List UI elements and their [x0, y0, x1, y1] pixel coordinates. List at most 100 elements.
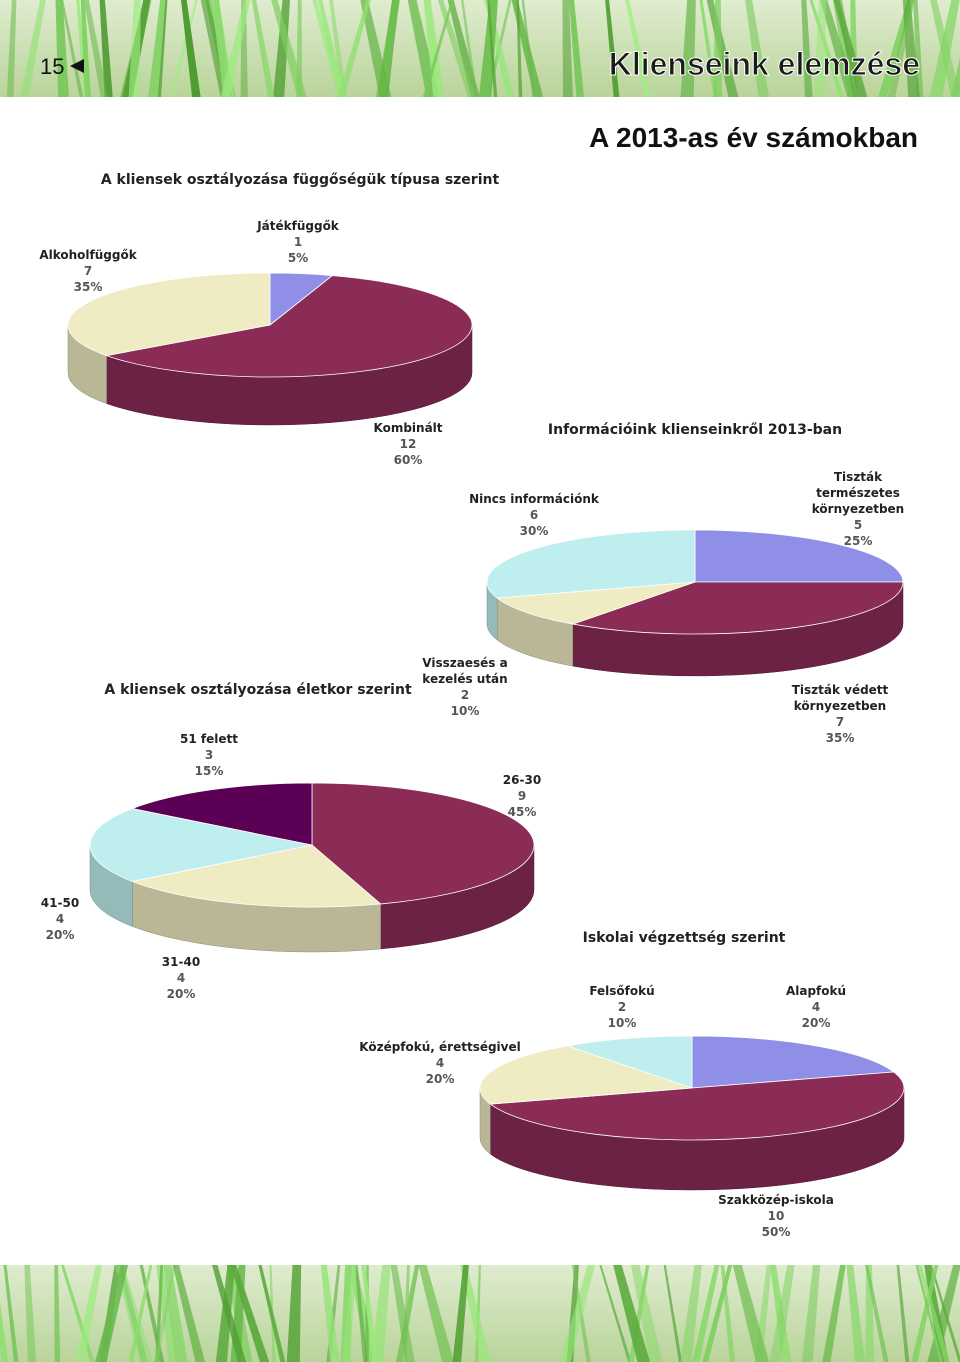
slice-count: 2 [617, 1000, 627, 1014]
grass-blade [487, 0, 498, 97]
slice-name: Felsőfokú [589, 984, 655, 998]
pie-slice [130, 782, 313, 846]
grass-blade [516, 0, 523, 97]
slice-count: 2 [460, 688, 470, 702]
grass-blade [915, 1265, 943, 1362]
slice-name: Tiszták védett környezetben [791, 683, 889, 713]
slice-label: Tiszták védett környezetben 7 35% [750, 682, 930, 746]
grass-blade [128, 0, 142, 97]
grass-blade [713, 0, 722, 97]
slice-label: 26-30 9 45% [492, 772, 552, 820]
grass-blade [911, 1265, 939, 1362]
slice-label: Nincs információnk 6 30% [459, 491, 609, 539]
grass-blade [342, 1265, 357, 1362]
grass-blade [80, 0, 91, 97]
slice-count: 4 [176, 971, 186, 985]
slice-label: Játékfüggők 1 5% [238, 218, 358, 266]
grass-blade [702, 1265, 733, 1362]
pie-walls [89, 844, 535, 953]
grass-blade [155, 1265, 164, 1362]
pie-slice [496, 581, 696, 625]
grass-blade [801, 1265, 821, 1362]
grass-blade [220, 0, 251, 97]
pie-walls [486, 581, 904, 677]
pies [67, 272, 905, 1191]
grass-blade [114, 1265, 154, 1362]
slice-label: Tiszták természetes környezetben 5 25% [793, 469, 923, 549]
grass-blade [569, 0, 584, 97]
slice-percent: 15% [194, 764, 224, 778]
grass-blade [461, 0, 478, 97]
grass-blade [460, 1265, 491, 1362]
slice-label: Középfokú, érettségivel 4 20% [350, 1039, 530, 1087]
grass-blade [148, 0, 168, 97]
pie-slice [694, 529, 904, 583]
slice-count: 5 [853, 518, 863, 532]
grass-blade [887, 0, 915, 97]
slice-percent: 30% [519, 524, 549, 538]
grass-blade [692, 1265, 720, 1362]
grass-blade [370, 1265, 391, 1362]
slice-name: Alapfokú [785, 984, 847, 998]
slice-count: 4 [435, 1056, 445, 1070]
grass-blade [286, 1265, 302, 1362]
grass-blade [329, 0, 347, 97]
slice-percent: 20% [166, 987, 196, 1001]
grass-blade [680, 1265, 702, 1362]
page-arrow [70, 59, 84, 73]
pie-slice [105, 275, 473, 378]
grass-blade [273, 0, 290, 97]
pie-slice [130, 844, 382, 908]
grass-blade [158, 0, 168, 97]
slice-name: Tiszták természetes környezetben [811, 470, 905, 516]
slice-name: Nincs információnk [469, 492, 599, 506]
grass-blade [930, 1265, 960, 1362]
grass-blade [418, 1265, 455, 1362]
chart-title: A kliensek osztályozása életkor szerint [104, 682, 412, 698]
grass-blade [801, 0, 813, 97]
grass-blade [55, 0, 69, 97]
slice-label: Alkoholfüggők 7 35% [28, 247, 148, 295]
pie-tops [89, 782, 535, 908]
pie-slice [479, 1045, 693, 1105]
slice-name: Középfokú, érettségivel [359, 1040, 521, 1054]
slice-count: 3 [204, 748, 214, 762]
slice-count: 10 [767, 1209, 785, 1223]
grass-blade [390, 1265, 415, 1362]
slice-count: 1 [293, 235, 303, 249]
pie-slice [567, 1035, 693, 1089]
pie-slice [67, 272, 271, 356]
grass-blade [75, 1265, 102, 1362]
slice-percent: 50% [761, 1225, 791, 1239]
slice-label: 51 felett 3 15% [169, 731, 249, 779]
grass-blade [820, 0, 858, 97]
grass-blade [930, 0, 960, 97]
slice-count: 7 [835, 715, 845, 729]
pie-tops [479, 1035, 905, 1141]
slice-percent: 60% [393, 453, 423, 467]
chart-title: A kliensek osztályozása függőségük típus… [100, 172, 500, 188]
grass-blade [60, 0, 84, 97]
grass-blade [230, 1265, 270, 1362]
slice-percent: 45% [507, 805, 537, 819]
grass-blade [181, 0, 201, 97]
grass-blade [6, 0, 17, 97]
grass-blade [732, 1265, 770, 1362]
slice-name: Alkoholfüggők [39, 248, 137, 262]
slice-name: 41-50 [40, 896, 80, 910]
grass-blade [837, 0, 860, 97]
pie-walls [67, 324, 473, 426]
grass-blade [212, 1265, 247, 1362]
grass-blade [864, 1265, 889, 1362]
grass-blade [917, 1265, 951, 1362]
grass-blade [699, 0, 718, 97]
slice-name: Visszaesés a kezelés után [422, 656, 508, 686]
grass-blade [478, 0, 498, 97]
chart-title: Iskolai végzettség szerint [582, 930, 786, 946]
grass-blade [354, 1265, 368, 1362]
grass-blade [745, 0, 770, 97]
grass-blade [769, 1265, 795, 1362]
slice-label: 31-40 4 20% [151, 954, 211, 1002]
pie-slice [311, 782, 535, 905]
